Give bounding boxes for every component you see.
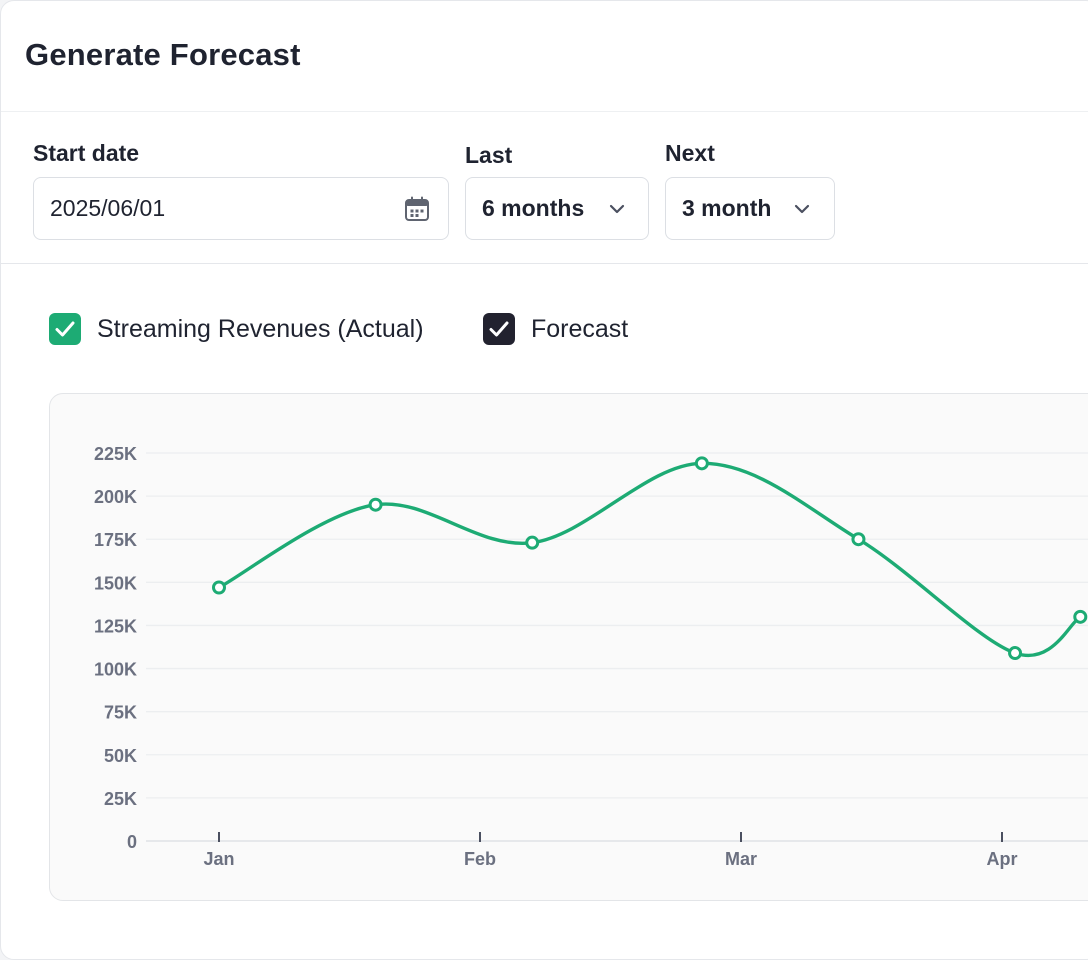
data-point[interactable] [212,580,226,595]
legend-item-forecast[interactable]: Forecast [483,312,653,346]
y-tick-label: 225K [94,444,137,464]
next-label: Next [665,140,715,166]
y-tick-label: 200K [94,487,137,507]
last-period-select[interactable]: 6 months [465,177,649,240]
last-period-value: 6 months [482,195,585,221]
data-point[interactable] [694,456,709,471]
x-tick-label: Apr [987,849,1018,869]
next-period-select[interactable]: 3 month [665,177,835,240]
data-point[interactable] [368,497,383,512]
y-tick-label: 150K [94,573,137,593]
x-tick-label: Jan [203,849,234,869]
series-line-actual [217,461,1082,658]
last-label: Last [465,142,513,168]
legend-label-forecast: Forecast [531,315,629,343]
x-tick-label: Mar [725,849,757,869]
chevron-down-icon [609,204,625,214]
y-tick-label: 100K [94,660,137,680]
page-title: Generate Forecast [25,37,301,72]
actual-checkbox[interactable] [49,313,81,345]
calendar-icon[interactable] [404,196,430,222]
y-tick-label: 125K [94,616,137,636]
y-tick-label: 0 [127,832,137,852]
check-icon [489,321,509,337]
chevron-down-icon [794,204,810,214]
check-icon [55,321,75,337]
forecast-controls: Start date 2025/06/01 Last 6 months [1,112,1088,264]
forecast-checkbox[interactable] [483,313,515,345]
y-tick-label: 75K [104,703,137,723]
start-date-label: Start date [33,140,140,166]
start-date-value: 2025/06/01 [50,195,166,221]
y-tick-label: 25K [104,789,137,809]
x-tick-label: Feb [464,849,496,869]
data-point[interactable] [1008,646,1023,661]
data-point[interactable] [1073,609,1088,624]
legend-label-actual: Streaming Revenues (Actual) [97,315,424,343]
start-date-input[interactable]: 2025/06/01 [33,177,449,240]
revenue-line-chart: 0 25K 50K 75K 100K 125K 150K 175K 200K 225K Jan Feb… [94,444,1088,869]
chart-container: 0 25K 50K 75K 100K 125K 150K 175K 200K 225K Jan Feb… [49,393,1088,901]
next-period-value: 3 month [682,195,772,221]
data-point[interactable] [851,532,866,547]
y-tick-label: 50K [104,746,137,766]
data-point[interactable] [525,535,540,550]
card-header: Generate Forecast [1,1,1088,112]
y-tick-label: 175K [94,530,137,550]
legend-item-actual[interactable]: Streaming Revenues (Actual) [49,312,469,346]
